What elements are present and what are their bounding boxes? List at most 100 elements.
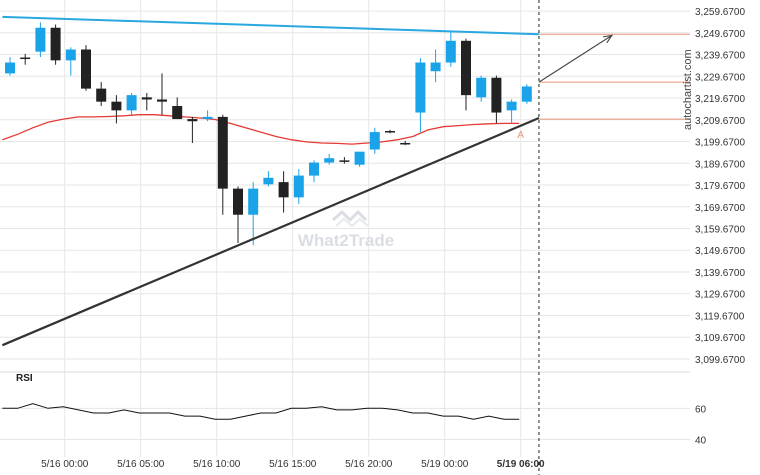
candle	[415, 58, 426, 133]
x-tick-label: 5/16 10:00	[193, 459, 241, 470]
candle-body	[5, 62, 15, 74]
candle	[172, 97, 183, 120]
candle	[324, 153, 335, 165]
rsi-panel: RSI 60 40	[2, 373, 707, 446]
candle	[5, 57, 15, 76]
site-watermark: autochartist.com	[682, 49, 694, 130]
candle	[491, 75, 502, 124]
candle-body	[81, 49, 91, 89]
candle-body	[385, 131, 395, 133]
candle-body	[217, 116, 228, 189]
trend-lines-layer: A	[1, 0, 690, 475]
support-line	[1, 116, 540, 347]
y-tick-label: 3,139.6700	[695, 268, 745, 279]
candle-body	[50, 27, 61, 61]
y-tick-label: 3,229.6700	[695, 72, 745, 83]
candle	[445, 32, 456, 67]
candle	[50, 24, 61, 65]
candle	[96, 82, 107, 107]
candle	[233, 186, 243, 243]
candle-body	[521, 86, 532, 102]
watermark-text: What2Trade	[298, 231, 394, 250]
candle-body	[172, 106, 183, 120]
candle	[141, 92, 152, 111]
x-tick-label: 5/19 06:00	[497, 459, 545, 470]
candle-body	[141, 97, 152, 100]
y-tick-label: 3,189.6700	[695, 159, 745, 170]
candle	[111, 95, 122, 124]
candle-body	[202, 116, 213, 120]
x-tick-label: 5/16 00:00	[41, 459, 89, 470]
rsi-line	[2, 403, 520, 420]
candle	[293, 169, 304, 204]
candle-body	[126, 95, 137, 111]
x-tick-label: 5/16 15:00	[269, 459, 317, 470]
candle-body	[369, 132, 380, 150]
candle-body	[263, 177, 274, 185]
candle	[430, 49, 441, 83]
y-tick-label: 3,209.6700	[695, 116, 745, 127]
rsi-tick-label: 40	[695, 435, 707, 446]
x-tick-label: 5/16 20:00	[345, 459, 393, 470]
candle-body	[187, 119, 198, 122]
candle	[354, 151, 365, 167]
x-axis: 5/16 00:00 5/16 05:00 5/16 10:00 5/16 15:00…	[41, 459, 545, 470]
y-tick-label: 3,159.6700	[695, 224, 745, 235]
candle-body	[248, 188, 259, 215]
candle	[385, 129, 395, 134]
y-tick-label: 3,259.6700	[695, 7, 745, 18]
candle-body	[415, 62, 426, 113]
pattern-point-label: A	[517, 130, 524, 141]
candle	[278, 171, 289, 213]
candle-body	[506, 101, 517, 111]
candle-body	[96, 88, 107, 102]
candle	[339, 157, 350, 164]
candle-body	[309, 162, 319, 176]
candle-body	[65, 49, 76, 61]
watermark: What2Trade	[298, 209, 394, 250]
candle	[248, 182, 259, 246]
moving-average-line	[2, 114, 520, 145]
candle	[187, 116, 198, 143]
y-tick-label: 3,149.6700	[695, 246, 745, 257]
y-tick-label: 3,199.6700	[695, 138, 745, 149]
candle	[369, 127, 380, 154]
candle-body	[35, 27, 46, 52]
candle-body	[324, 158, 335, 163]
y-tick-label: 3,169.6700	[695, 203, 745, 214]
candle	[157, 73, 167, 115]
resistance-line	[2, 15, 539, 36]
candle-body	[233, 188, 243, 215]
y-tick-label: 3,109.6700	[695, 333, 745, 344]
candle	[202, 110, 213, 122]
y-tick-label: 3,219.6700	[695, 94, 745, 105]
candles-layer	[5, 22, 532, 246]
candle-body	[445, 40, 456, 63]
x-tick-label: 5/19 00:00	[421, 459, 469, 470]
grid	[0, 0, 690, 457]
candle	[506, 99, 517, 124]
candle	[65, 47, 76, 76]
candle	[20, 53, 31, 65]
candle-body	[339, 160, 350, 162]
rsi-label: RSI	[16, 373, 33, 384]
candle-body	[476, 77, 487, 98]
candle	[309, 160, 319, 183]
candle-body	[111, 101, 122, 111]
candle-body	[293, 175, 304, 198]
y-tick-label: 3,179.6700	[695, 181, 745, 192]
y-tick-label: 3,239.6700	[695, 51, 745, 62]
candle-body	[400, 142, 411, 145]
x-tick-label: 5/16 05:00	[117, 459, 165, 470]
candle-body	[20, 57, 31, 60]
candle	[461, 38, 471, 111]
candle-body	[278, 182, 289, 198]
candle	[35, 22, 46, 58]
watermark-logo-icon	[332, 209, 369, 228]
y-axis: 3,259.6700 3,249.6700 3,239.6700 3,229.6700…	[695, 7, 745, 366]
candle-body	[461, 40, 471, 96]
candle	[400, 140, 411, 146]
y-tick-label: 3,249.6700	[695, 29, 745, 40]
